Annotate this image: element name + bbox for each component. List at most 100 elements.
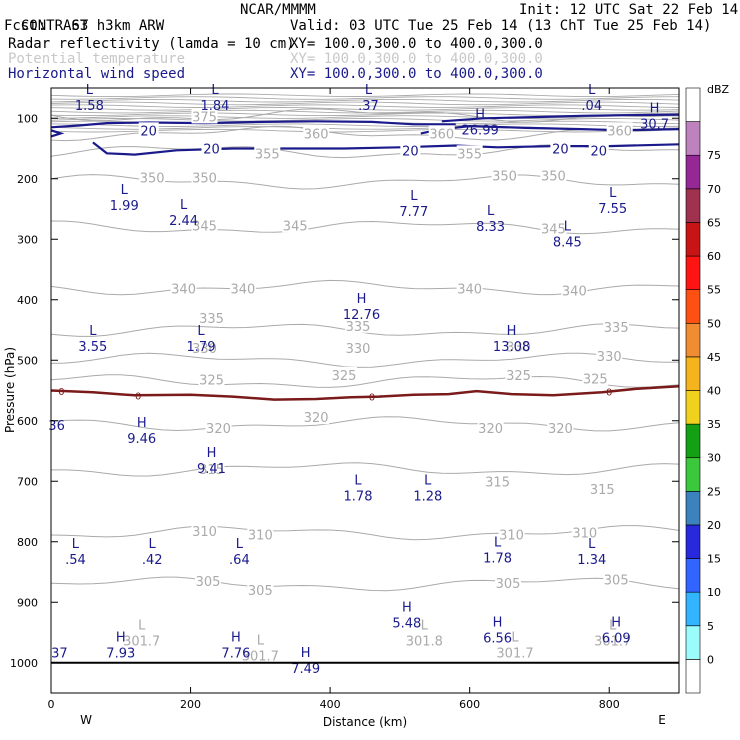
- wind-extremum-mark: L: [354, 473, 362, 488]
- theta-label-bg: [229, 280, 256, 296]
- colorbar-level: 55: [707, 284, 721, 297]
- theta-label-bg: [195, 573, 221, 589]
- theta-label: 350: [192, 172, 217, 187]
- theta-extremum-value: 301.7: [496, 647, 533, 662]
- wind-extremum-value: 12.76: [343, 308, 380, 323]
- theta-label: 320: [478, 422, 503, 437]
- theta-label-bg: [561, 282, 588, 298]
- theta-label-bg: [491, 167, 518, 183]
- freezing-level-label: 0: [58, 387, 64, 398]
- theta-label: 345: [283, 219, 308, 234]
- wind-extremum-mark: L: [197, 324, 205, 339]
- colorbar-level: 0: [707, 653, 714, 666]
- model-title: CONTRAST 3km ARW: [20, 18, 165, 34]
- theta-label: 375: [192, 110, 217, 125]
- theta-label-bg: [254, 145, 281, 161]
- theta-isentrope-320: [51, 416, 679, 432]
- wind-extremum-mark: H: [357, 292, 367, 307]
- wind-edge-label: 36: [48, 419, 65, 434]
- wind-extremum-value: 30.7: [640, 117, 669, 132]
- theta-label-bg: [139, 169, 166, 185]
- wind-extremum-mark: H: [507, 324, 517, 339]
- theta-label: 330: [506, 340, 531, 355]
- wind-extremum-value: 6.09: [602, 632, 631, 647]
- theta-label: 330: [192, 342, 217, 357]
- wind-extremum-mark: L: [211, 83, 219, 98]
- x-tick-label: 600: [459, 698, 480, 711]
- theta-label-bg: [282, 217, 309, 233]
- theta-label: 310: [572, 527, 597, 542]
- theta-label-bg: [456, 145, 483, 161]
- wind-extremum-value: .04: [581, 99, 602, 114]
- theta-label: 305: [196, 575, 221, 590]
- theta-label-bg: [589, 481, 616, 497]
- theta-label-bg: [505, 338, 532, 354]
- theta-label-bg: [498, 526, 525, 542]
- theta-isentrope-375: [51, 108, 679, 123]
- wind-extremum-mark: H: [207, 446, 217, 461]
- theta-label-bg: [571, 524, 598, 540]
- theta-isentrope-345: [51, 220, 679, 235]
- theta-label-bg: [198, 371, 225, 387]
- freezing-level-label: 0: [135, 391, 141, 402]
- wind-extremum-value: 26.99: [462, 123, 499, 138]
- wind-extremum-mark: L: [149, 537, 157, 552]
- theta-label-bg: [331, 366, 358, 382]
- y-tick-label: 200: [17, 173, 38, 186]
- colorbar-box: [685, 188, 701, 223]
- wind-extremum-value: 9.46: [127, 432, 156, 447]
- wind-contour-label: 20: [552, 143, 569, 158]
- colorbar-box: [685, 289, 701, 324]
- colorbar-box: [685, 255, 701, 290]
- freezing-level: [51, 385, 679, 401]
- wind-contour-20: [441, 113, 679, 123]
- wind-extremum-value: 5.48: [392, 616, 421, 631]
- freezing-level-label: 0: [369, 393, 375, 404]
- wind-extremum-mark: L: [588, 537, 596, 552]
- header-line1: CONTRAST 3km ARW: [4, 2, 164, 34]
- wind-extremum-mark: H: [493, 616, 503, 631]
- theta-isentrope-upper: [51, 93, 679, 98]
- theta-extremum-value: 301.7: [594, 635, 631, 650]
- x-tick-label: 200: [180, 698, 201, 711]
- wind-extremum-mark: L: [494, 536, 502, 551]
- wind-label-bg: [201, 140, 222, 156]
- theta-label-bg: [198, 461, 225, 477]
- wind-extremum-mark: L: [236, 537, 244, 552]
- wind-label-bg: [588, 142, 609, 158]
- wind-extremum-value: 1.78: [344, 489, 373, 504]
- theta-label: 315: [485, 475, 510, 490]
- theta-label: 335: [346, 320, 371, 335]
- wind-extremum-mark: H: [475, 107, 485, 122]
- theta-isentrope-upper: [51, 117, 679, 122]
- west-label: W: [80, 713, 92, 727]
- colorbar-box: [685, 154, 701, 190]
- field-reflectivity-xy: XY= 100.0,300.0 to 400.0,300.0: [290, 36, 543, 52]
- wind-contour-20: [51, 120, 456, 129]
- wind-extremum-mark: L: [588, 83, 596, 98]
- y-tick-label: 400: [17, 294, 38, 307]
- theta-label-bg: [484, 473, 511, 489]
- colorbar-level: 65: [707, 216, 721, 229]
- theta-label-bg: [247, 526, 274, 542]
- wind-extremum-value: 8.45: [553, 235, 582, 250]
- colorbar-box: [685, 222, 701, 257]
- wind-extremum-value: 7.55: [598, 202, 627, 217]
- theta-label: 330: [346, 342, 371, 357]
- theta-label-bg: [547, 420, 574, 436]
- org-label: NCAR/MMMM: [240, 2, 316, 18]
- theta-label-bg: [198, 309, 225, 325]
- theta-label: 340: [457, 282, 482, 297]
- theta-label: 325: [506, 369, 531, 384]
- wind-label-bg: [400, 142, 421, 158]
- wind-extremum-value: 13.08: [493, 340, 530, 355]
- colorbar-box: [685, 625, 701, 660]
- theta-label-bg: [456, 280, 483, 296]
- y-axis-label: Pressure (hPa): [3, 347, 17, 433]
- colorbar-box: [685, 423, 701, 459]
- theta-extremum-mark: L: [609, 619, 617, 634]
- theta-label-bg: [191, 169, 218, 185]
- theta-label: 360: [304, 127, 329, 142]
- y-tick-label: 500: [17, 354, 38, 367]
- wind-extremum-mark: L: [487, 204, 495, 219]
